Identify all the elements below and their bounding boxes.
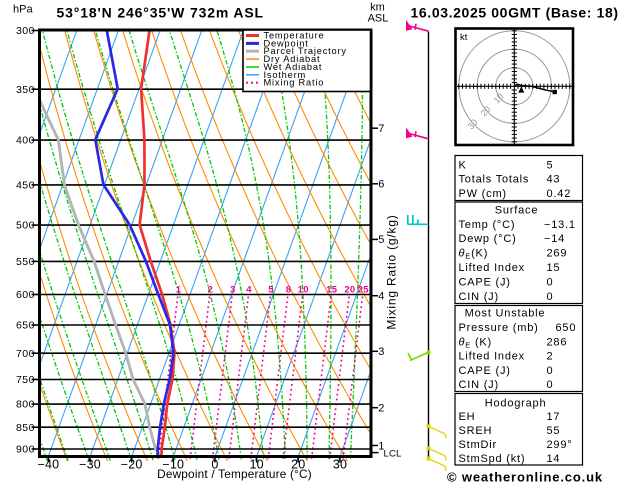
svg-text:20: 20 — [291, 457, 305, 471]
svg-text:25: 25 — [358, 285, 370, 296]
svg-text:4: 4 — [378, 291, 384, 303]
svg-text:StmSpd (kt): StmSpd (kt) — [459, 453, 526, 465]
svg-text:hPa: hPa — [13, 4, 33, 16]
svg-text:300: 300 — [16, 25, 35, 37]
svg-text:−10: −10 — [162, 457, 184, 471]
svg-text:−30: −30 — [79, 457, 101, 471]
svg-text:θE (K): θE (K) — [459, 336, 493, 349]
svg-text:20: 20 — [479, 104, 493, 118]
svg-text:269: 269 — [547, 248, 568, 260]
svg-text:0: 0 — [211, 457, 218, 471]
svg-text:43: 43 — [547, 174, 561, 186]
svg-text:km: km — [370, 2, 385, 14]
svg-text:500: 500 — [16, 220, 35, 232]
svg-text:550: 550 — [16, 256, 35, 268]
svg-text:0: 0 — [547, 365, 554, 377]
svg-text:15: 15 — [326, 285, 338, 296]
svg-text:−13.1: −13.1 — [544, 219, 576, 231]
svg-text:800: 800 — [16, 399, 35, 411]
svg-text:0: 0 — [547, 277, 554, 289]
svg-text:400: 400 — [16, 135, 35, 147]
svg-text:CIN (J): CIN (J) — [459, 379, 499, 391]
svg-text:Dewp (°C): Dewp (°C) — [459, 233, 517, 245]
svg-text:3: 3 — [378, 346, 384, 358]
svg-text:CAPE (J): CAPE (J) — [459, 277, 511, 289]
svg-text:30: 30 — [466, 117, 480, 131]
svg-text:450: 450 — [16, 180, 35, 192]
svg-text:Wet Adiabat: Wet Adiabat — [264, 62, 323, 72]
svg-text:7: 7 — [378, 123, 384, 135]
svg-text:CAPE (J): CAPE (J) — [459, 365, 511, 377]
svg-text:K: K — [459, 159, 467, 171]
svg-text:−40: −40 — [37, 457, 59, 471]
svg-text:1: 1 — [378, 440, 384, 452]
svg-text:© weatheronline.co.uk: © weatheronline.co.uk — [447, 470, 603, 485]
svg-text:53°18'N 246°35'W 732m ASL: 53°18'N 246°35'W 732m ASL — [57, 5, 264, 21]
svg-text:Most Unstable: Most Unstable — [465, 308, 546, 320]
svg-text:Mixing Ratio: Mixing Ratio — [264, 78, 325, 88]
svg-text:Dewpoint / Temperature (°C): Dewpoint / Temperature (°C) — [157, 467, 312, 481]
svg-text:Temperature: Temperature — [264, 31, 325, 41]
svg-text:30: 30 — [333, 457, 347, 471]
svg-text:286: 286 — [547, 336, 568, 348]
svg-text:LCL: LCL — [384, 449, 402, 460]
svg-text:5: 5 — [547, 159, 554, 171]
svg-text:StmDir: StmDir — [459, 439, 497, 451]
svg-text:16.03.2025 00GMT (Base: 18): 16.03.2025 00GMT (Base: 18) — [411, 5, 619, 21]
svg-text:Pressure (mb): Pressure (mb) — [459, 322, 539, 334]
svg-text:SREH: SREH — [459, 425, 493, 437]
svg-text:6: 6 — [378, 179, 384, 191]
svg-text:2: 2 — [208, 285, 214, 296]
svg-text:650: 650 — [16, 320, 35, 332]
svg-text:Surface: Surface — [495, 204, 539, 216]
svg-text:Hodograph: Hodograph — [485, 397, 547, 409]
svg-text:Isotherm: Isotherm — [264, 70, 307, 80]
svg-text:55: 55 — [547, 425, 561, 437]
svg-text:Lifted Index: Lifted Index — [459, 351, 525, 363]
svg-text:600: 600 — [16, 289, 35, 301]
svg-text:350: 350 — [16, 84, 35, 96]
svg-text:5: 5 — [378, 234, 384, 246]
svg-text:3: 3 — [230, 285, 236, 296]
svg-text:Dry Adiabat: Dry Adiabat — [264, 54, 321, 64]
svg-text:Mixing Ratio (g/kg): Mixing Ratio (g/kg) — [385, 214, 399, 329]
svg-text:10: 10 — [298, 285, 309, 296]
svg-text:−20: −20 — [121, 457, 143, 471]
svg-text:kt: kt — [460, 32, 468, 43]
svg-text:17: 17 — [547, 411, 561, 423]
svg-text:0.42: 0.42 — [547, 188, 572, 200]
svg-text:EH: EH — [459, 411, 476, 423]
svg-text:750: 750 — [16, 374, 35, 386]
svg-text:1: 1 — [176, 285, 182, 296]
svg-text:θE(K): θE(K) — [459, 248, 489, 261]
svg-text:0: 0 — [547, 379, 554, 391]
svg-text:2: 2 — [378, 403, 384, 415]
svg-text:0: 0 — [547, 291, 554, 303]
svg-text:4: 4 — [246, 285, 252, 296]
svg-text:Parcel Trajectory: Parcel Trajectory — [264, 46, 347, 56]
svg-text:10: 10 — [250, 457, 264, 471]
svg-text:10: 10 — [492, 91, 506, 105]
svg-text:850: 850 — [16, 422, 35, 434]
svg-text:15: 15 — [547, 262, 561, 274]
svg-text:Dewpoint: Dewpoint — [264, 38, 309, 48]
svg-text:PW (cm): PW (cm) — [459, 188, 507, 200]
svg-text:CIN (J): CIN (J) — [459, 291, 499, 303]
svg-text:14: 14 — [547, 453, 561, 465]
svg-text:Lifted Index: Lifted Index — [459, 262, 525, 274]
svg-text:20: 20 — [344, 285, 355, 296]
svg-text:ASL: ASL — [368, 13, 389, 25]
svg-text:5: 5 — [268, 285, 274, 296]
svg-text:299°: 299° — [547, 439, 573, 451]
svg-text:Temp (°C): Temp (°C) — [459, 219, 516, 231]
svg-text:−14: −14 — [544, 233, 565, 245]
svg-text:900: 900 — [16, 444, 35, 456]
svg-text:650: 650 — [556, 322, 577, 334]
svg-text:8: 8 — [286, 285, 292, 296]
svg-text:2: 2 — [547, 351, 554, 363]
svg-text:Totals Totals: Totals Totals — [459, 174, 530, 186]
svg-text:700: 700 — [16, 348, 35, 360]
